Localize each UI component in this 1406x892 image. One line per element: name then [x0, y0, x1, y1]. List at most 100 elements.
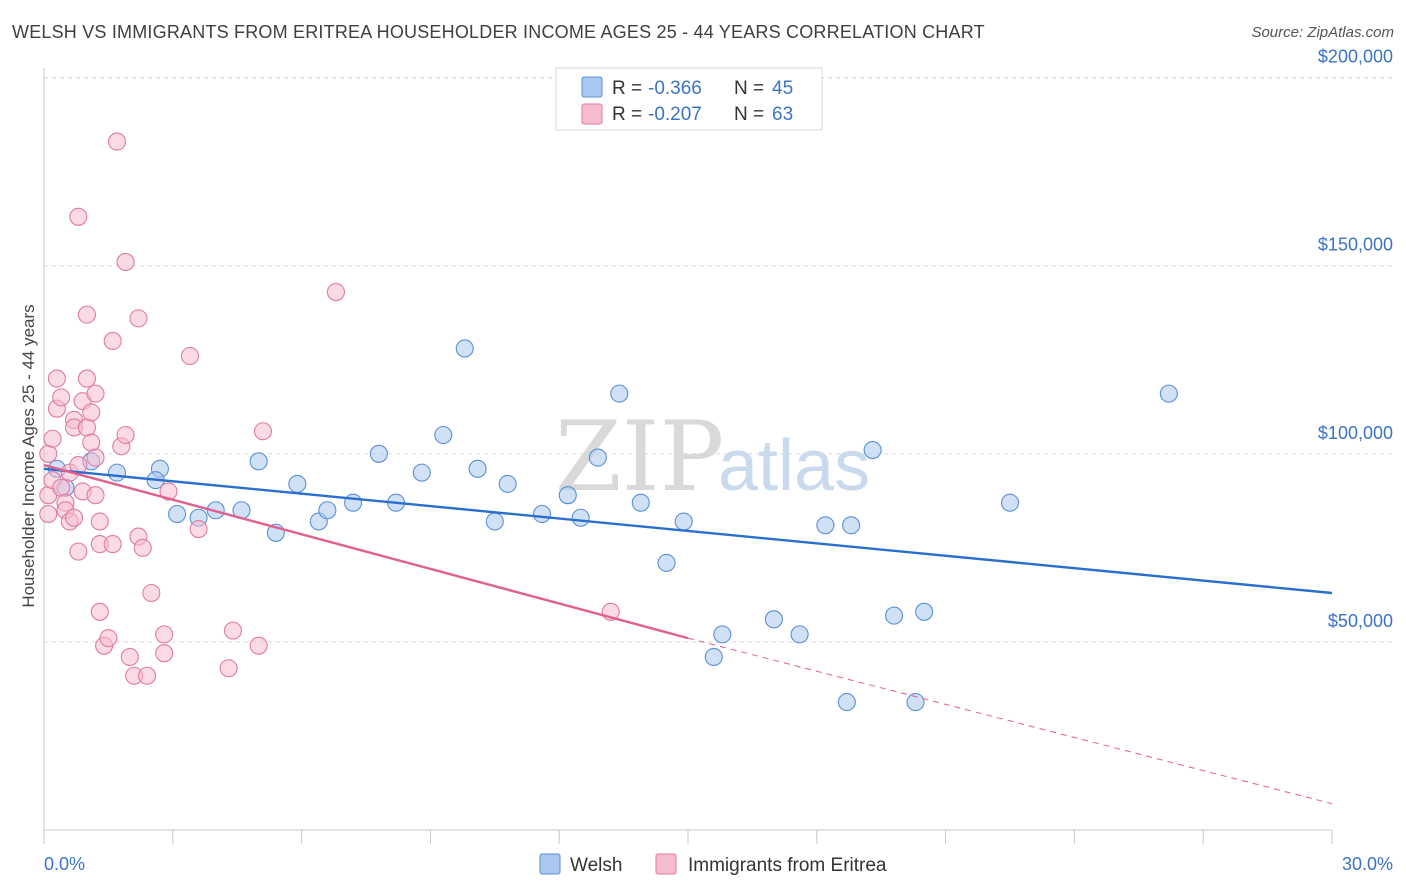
eritrea-point-35	[103, 535, 122, 554]
eritrea-point-30	[90, 602, 109, 621]
eritrea-point-34	[103, 331, 122, 351]
grid-lines	[44, 77, 1395, 643]
bottom-legend-label-welsh: Welsh	[570, 855, 622, 876]
bottom-legend-swatch-eritrea	[655, 853, 677, 875]
eritrea-point-49	[159, 482, 178, 501]
welsh-point-23	[498, 474, 517, 493]
eritrea-trend-line-2	[687, 637, 1333, 805]
eritrea-point-53	[223, 621, 242, 640]
welsh-point-34	[764, 610, 783, 629]
chart-title: WELSH VS IMMIGRANTS FROM ERITREA HOUSEHO…	[12, 22, 985, 42]
eritrea-point-40	[120, 647, 139, 667]
legend-r-value-eritrea: -0.207	[648, 104, 702, 125]
welsh-point-40	[885, 606, 904, 625]
eritrea-point-55	[253, 422, 273, 441]
welsh-point-29	[631, 493, 650, 512]
x-axis-ticks	[43, 830, 1333, 844]
welsh-point-12	[288, 474, 307, 493]
welsh-point-27	[588, 448, 607, 467]
y-tick-labels: $50,000 $100,000 $150,000 $200,000	[1318, 47, 1393, 631]
eritrea-point-50	[180, 346, 200, 366]
eritrea-point-42	[129, 309, 148, 328]
eritrea-point-5	[47, 369, 66, 388]
welsh-point-39	[863, 440, 882, 460]
eritrea-point-14	[65, 508, 84, 527]
eritrea-point-2	[39, 444, 58, 463]
watermark-atlas: atlas	[718, 426, 870, 506]
eritrea-point-24	[82, 433, 101, 452]
eritrea-point-54	[249, 636, 268, 655]
welsh-point-44	[1159, 384, 1178, 403]
bottom-legend: Welsh Immigrants from Eritrea	[539, 853, 887, 876]
legend-n-label-welsh: N =	[734, 78, 764, 99]
welsh-point-38	[837, 693, 856, 712]
eritrea-point-39	[116, 425, 135, 445]
eritrea-point-8	[52, 478, 71, 497]
eritrea-point-17	[69, 542, 88, 561]
eritrea-point-23	[77, 305, 96, 324]
y-tick-label-2: $150,000	[1318, 235, 1393, 255]
welsh-point-22	[485, 512, 504, 531]
eritrea-point-25	[82, 403, 101, 422]
x-tick-label-min: 0.0%	[44, 854, 85, 874]
welsh-point-18	[412, 463, 431, 482]
welsh-point-35	[790, 625, 809, 644]
eritrea-point-0	[39, 504, 58, 524]
legend-swatch-eritrea	[581, 103, 603, 125]
welsh-point-3	[107, 463, 127, 482]
legend-n-value-welsh: 45	[772, 78, 793, 99]
eritrea-point-29	[90, 512, 109, 531]
source-label: Source: ZipAtlas.com	[1251, 24, 1394, 41]
eritrea-point-45	[137, 666, 157, 685]
eritrea-point-33	[99, 629, 118, 648]
trend-lines	[43, 463, 1333, 805]
eritrea-point-44	[133, 538, 152, 557]
welsh-point-43	[1000, 493, 1020, 512]
welsh-point-16	[369, 444, 388, 463]
welsh-point-10	[249, 452, 268, 471]
eritrea-point-52	[219, 659, 238, 678]
welsh-point-26	[571, 508, 590, 527]
welsh-point-37	[842, 516, 861, 535]
eritrea-point-27	[86, 384, 105, 403]
welsh-point-30	[657, 553, 676, 572]
welsh-point-42	[915, 602, 934, 621]
welsh-trend-line-0	[43, 467, 1333, 595]
legend-swatch-welsh	[581, 76, 603, 98]
welsh-point-19	[434, 425, 453, 445]
eritrea-point-28	[86, 486, 105, 505]
legend-n-value-eritrea: 63	[772, 104, 793, 125]
bottom-legend-label-eritrea: Immigrants from Eritrea	[688, 855, 887, 876]
eritrea-point-7	[52, 388, 71, 407]
welsh-point-20	[455, 339, 474, 358]
legend-r-label-eritrea: R =	[612, 104, 642, 125]
eritrea-trend-line-1	[43, 463, 689, 640]
welsh-point-33	[713, 625, 732, 644]
welsh-point-32	[704, 647, 723, 667]
y-tick-label-0: $50,000	[1328, 611, 1393, 631]
welsh-point-28	[610, 384, 629, 403]
welsh-point-21	[468, 459, 487, 478]
eritrea-point-56	[326, 282, 345, 302]
eritrea-point-38	[116, 252, 135, 272]
welsh-point-14	[318, 501, 337, 520]
legend-r-label-welsh: R =	[612, 78, 642, 99]
y-tick-label-3: $200,000	[1318, 47, 1393, 67]
legend-n-label-eritrea: N =	[734, 104, 764, 125]
eritrea-point-48	[155, 644, 174, 663]
welsh-point-36	[816, 516, 835, 535]
eritrea-point-47	[155, 625, 174, 644]
eritrea-point-51	[189, 519, 208, 539]
legend-r-value-welsh: -0.366	[648, 78, 702, 99]
x-tick-label-max: 30.0%	[1342, 854, 1393, 874]
eritrea-point-22	[77, 418, 96, 437]
y-tick-label-1: $100,000	[1318, 423, 1393, 443]
eritrea-point-21	[77, 369, 96, 388]
welsh-point-15	[344, 493, 363, 512]
eritrea-point-46	[142, 583, 161, 603]
eritrea-point-26	[86, 448, 105, 467]
eritrea-point-18	[69, 207, 88, 226]
welsh-point-41	[906, 693, 925, 712]
top-legend: R = -0.366 N = 45 R = -0.207 N = 63	[555, 67, 823, 131]
